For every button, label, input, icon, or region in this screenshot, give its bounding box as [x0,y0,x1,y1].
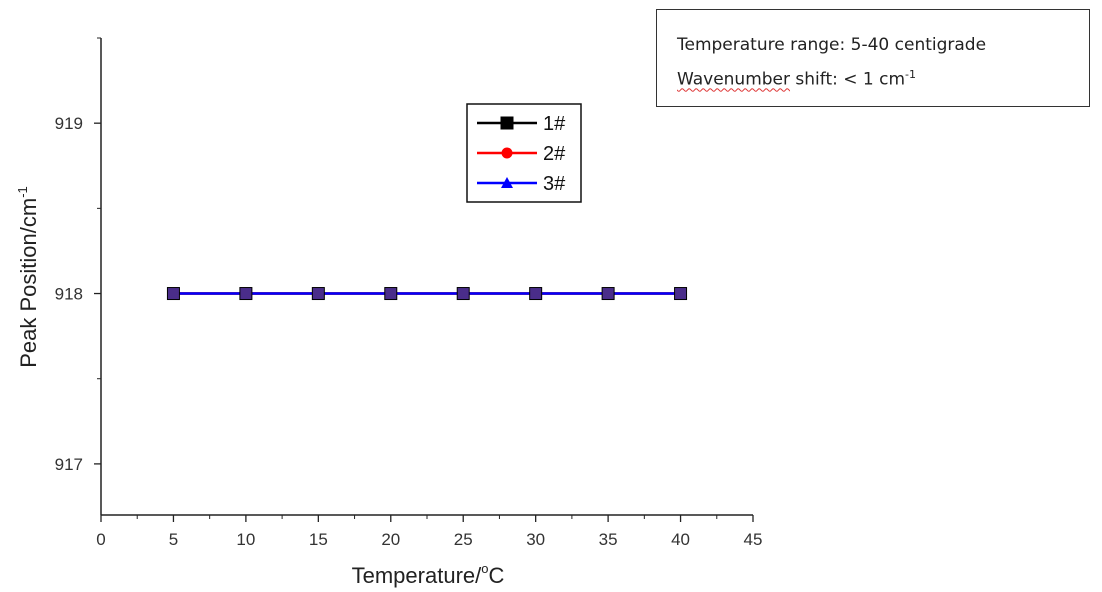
x-tick-label: 45 [744,530,763,549]
legend: 1# 2# 3# [466,103,582,203]
x-tick-label: 5 [169,530,178,549]
x-tick-label: 40 [671,530,690,549]
x-axis-title-sup: o [481,561,488,576]
legend-marker-2 [501,147,513,159]
annotation-line-2-word: Wavenumber [677,69,791,90]
legend-label-1: 1# [543,113,566,135]
x-tick-label: 15 [309,530,328,549]
y-tick-label: 919 [55,114,83,133]
annotation-line-1: Temperature range: 5-40 centigrade [677,35,987,55]
x-tick-label: 10 [236,530,255,549]
y-axis-title-sup: -1 [15,186,30,198]
y-tick-label: 917 [55,455,83,474]
legend-label-3: 3# [543,173,566,195]
legend-marker-3 [501,177,513,188]
data-point [166,287,180,301]
data-point [674,287,688,301]
annotation-line-2-rest: shift: < 1 cm [790,69,906,90]
x-axis-title-main: Temperature/ [352,563,483,588]
series-layer [166,287,688,301]
data-point [311,287,325,301]
y-axis-title-main: Peak Position/cm [16,198,41,368]
annotation-line-2: Wavenumber shift: < 1 cm-1 [677,60,1089,95]
annotation-line-2-sup: -1 [905,68,916,81]
x-tick-label: 35 [599,530,618,549]
x-axis-title-unit: C [488,563,504,588]
legend-label-2: 2# [543,143,566,165]
axes: 0 5 10 15 20 25 30 35 40 45 917 918 919 [55,37,763,549]
data-point [456,287,470,301]
annotation-box: Temperature range: 5-40 centigrade Waven… [656,9,1090,107]
x-tick-label: 0 [96,530,105,549]
x-tick-label: 30 [526,530,545,549]
legend-marker-1 [500,116,514,130]
y-axis-title: Peak Position/cm-1 [15,186,41,368]
data-point [239,287,253,301]
data-point [529,287,543,301]
x-tick-label: 25 [454,530,473,549]
x-axis-title: Temperature/oC [352,561,505,588]
data-point [384,287,398,301]
data-point [601,287,615,301]
y-tick-label: 918 [55,285,83,304]
x-tick-label: 20 [381,530,400,549]
